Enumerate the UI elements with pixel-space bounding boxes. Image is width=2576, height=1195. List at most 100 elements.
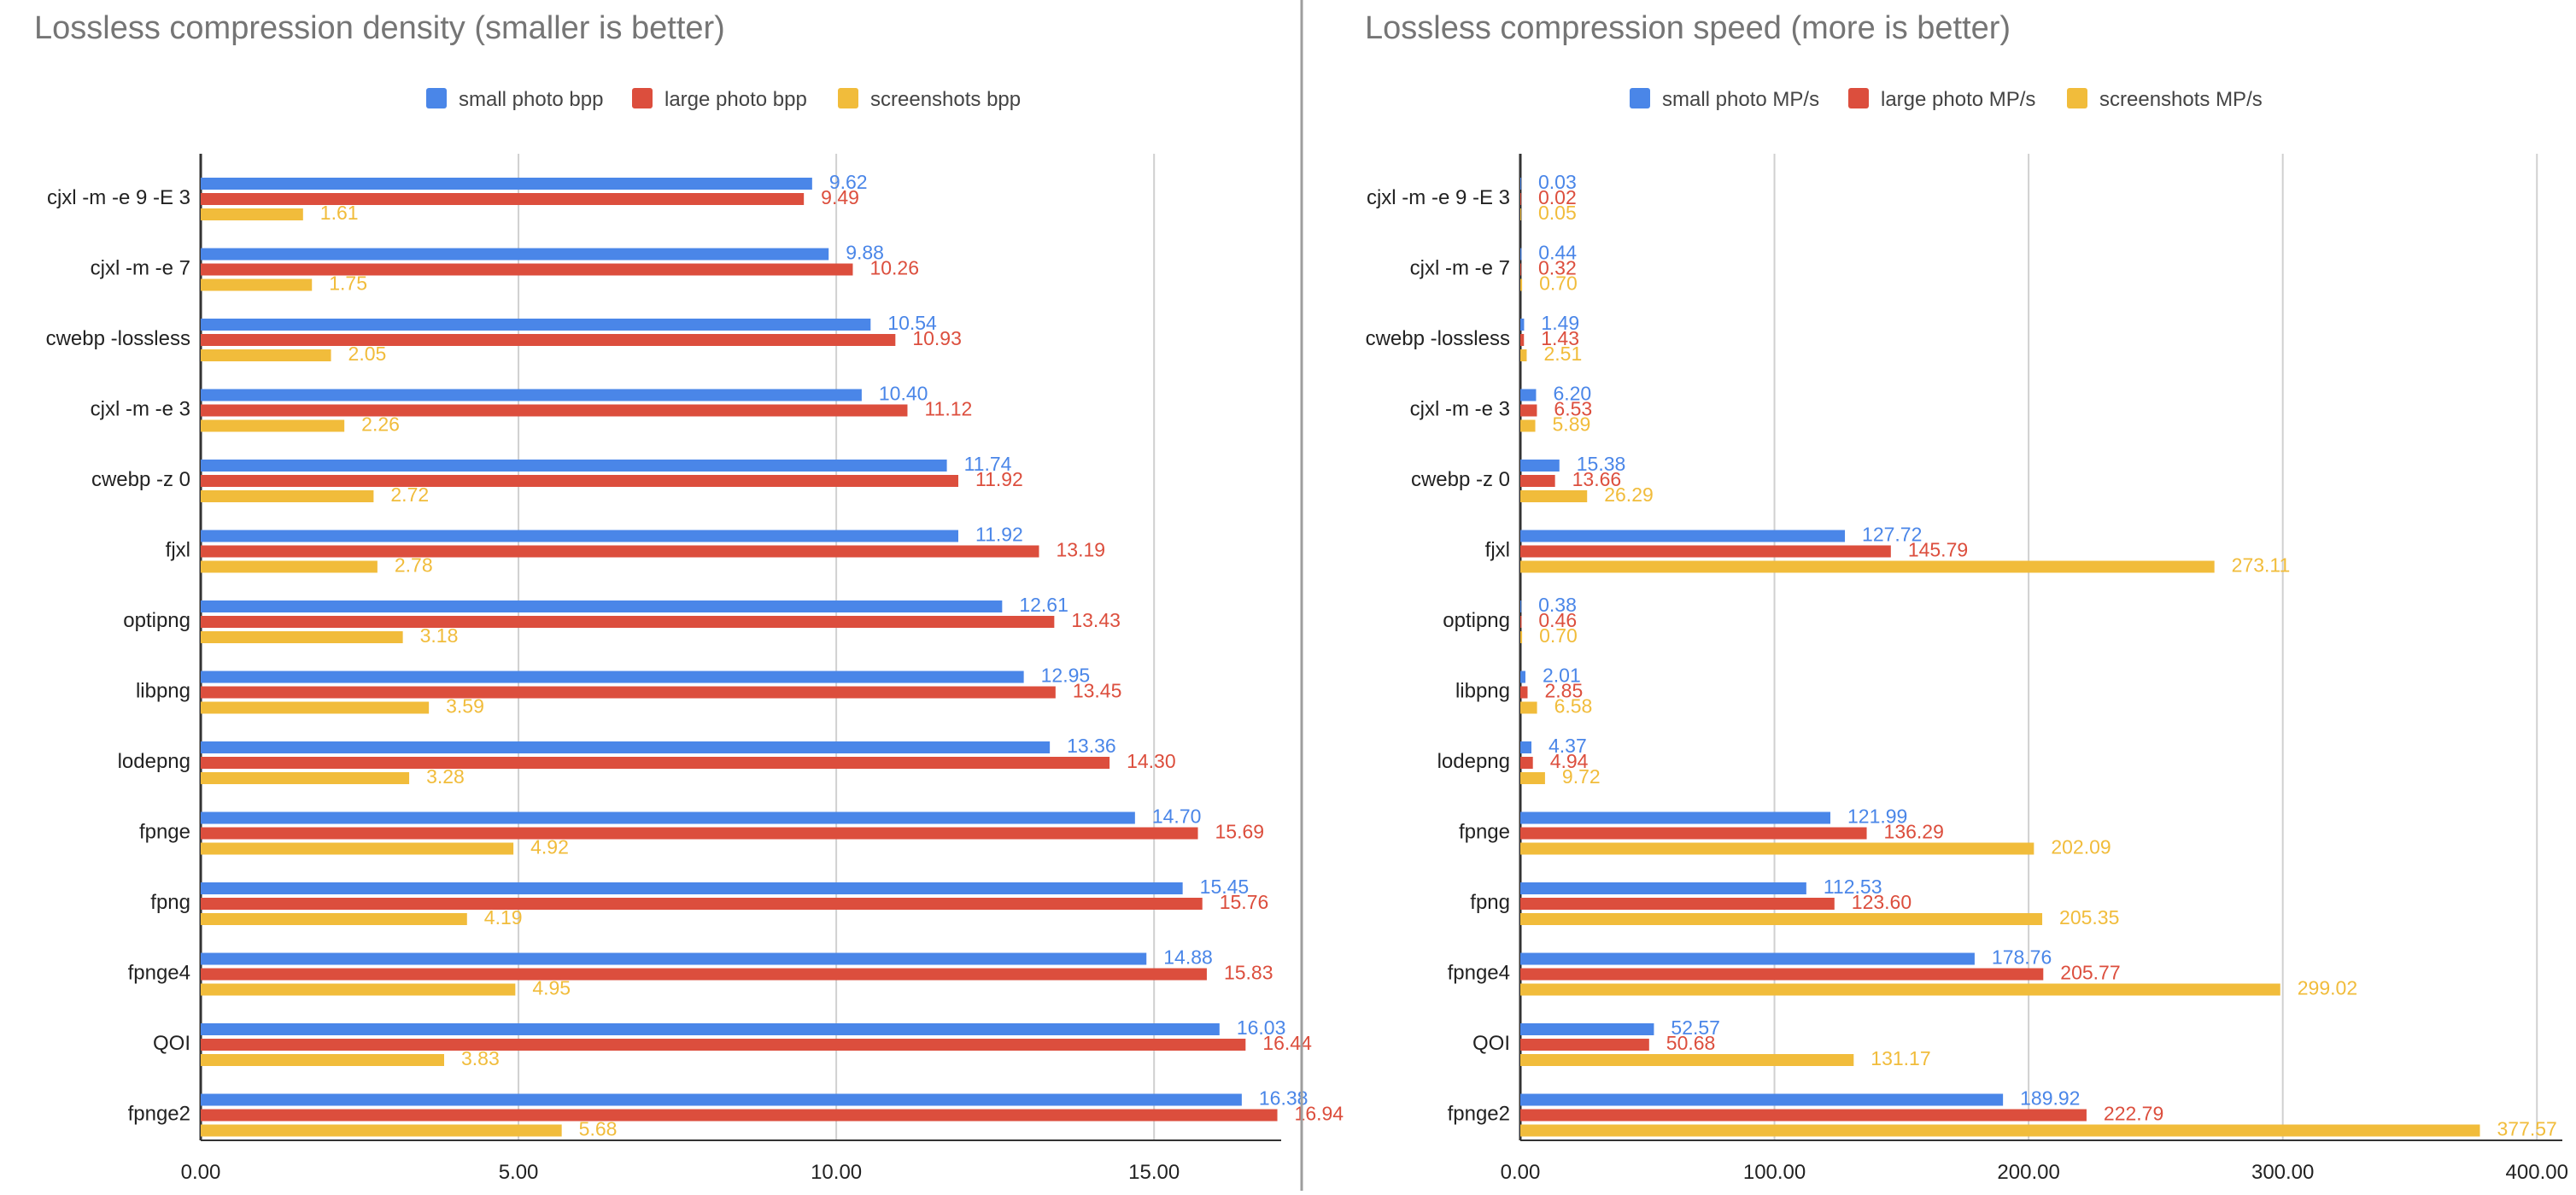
x-tick-label: 10.00 xyxy=(811,1161,862,1184)
data-label: 11.74 xyxy=(964,453,1012,475)
data-label: 2.72 xyxy=(390,483,429,506)
x-tick-label: 0.00 xyxy=(181,1161,221,1184)
bar xyxy=(1520,490,1588,502)
data-label: 6.58 xyxy=(1554,695,1593,718)
data-label: 15.76 xyxy=(1220,891,1269,913)
speed-chart: Lossless compression speed (more is bett… xyxy=(1365,10,2568,1184)
category-label: fpnge2 xyxy=(128,1103,190,1126)
bar xyxy=(201,1054,444,1066)
category-label: fpnge2 xyxy=(1448,1103,1510,1126)
bar xyxy=(1520,419,1536,432)
data-label: 16.03 xyxy=(1237,1016,1286,1039)
bar xyxy=(201,671,1024,683)
x-tick-label: 200.00 xyxy=(1997,1161,2059,1184)
bar xyxy=(1520,1093,2004,1106)
data-label: 26.29 xyxy=(1604,483,1654,506)
bar xyxy=(201,530,958,542)
data-label: 3.28 xyxy=(426,765,465,788)
data-label: 377.57 xyxy=(2497,1118,2557,1140)
data-label: 131.17 xyxy=(1871,1047,1930,1069)
bar xyxy=(1520,952,1975,965)
bar xyxy=(201,1039,1246,1051)
bar xyxy=(1520,616,1522,628)
legend-swatch xyxy=(426,88,447,108)
bar xyxy=(1520,1023,1654,1035)
data-label: 13.19 xyxy=(1056,539,1105,561)
bar xyxy=(201,952,1147,965)
bar xyxy=(201,1124,562,1137)
data-label: 273.11 xyxy=(2232,554,2291,577)
bar xyxy=(201,460,947,472)
category-label: fpnge4 xyxy=(1448,962,1510,985)
bar xyxy=(1520,530,1846,542)
bar xyxy=(201,1093,1242,1106)
bar xyxy=(1520,475,1555,487)
legend-label: screenshots MP/s xyxy=(2099,88,2263,111)
data-label: 2.26 xyxy=(361,413,400,436)
bar xyxy=(201,772,410,784)
data-label: 0.70 xyxy=(1539,272,1578,295)
bar xyxy=(201,1023,1220,1035)
data-label: 0.02 xyxy=(1538,186,1577,208)
data-label: 202.09 xyxy=(2051,836,2111,858)
data-label: 127.72 xyxy=(1862,524,1922,546)
category-labels: cjxl -m -e 9 -E 3 cjxl -m -e 7 cwebp -loss… xyxy=(46,186,190,1126)
bar xyxy=(201,600,1003,612)
bar xyxy=(1520,404,1537,417)
legend-label: small photo bpp xyxy=(459,88,603,111)
data-label: 4.92 xyxy=(530,836,569,858)
data-label: 121.99 xyxy=(1847,805,1907,828)
data-label: 9.62 xyxy=(829,171,868,193)
data-label: 5.68 xyxy=(579,1118,618,1140)
data-label: 4.37 xyxy=(1549,735,1587,757)
data-label: 136.29 xyxy=(1884,821,1944,843)
bar xyxy=(201,882,1183,894)
data-label: 2.51 xyxy=(1543,343,1582,365)
data-label: 6.53 xyxy=(1554,398,1592,420)
category-label: fpng xyxy=(1470,891,1510,914)
data-label: 3.18 xyxy=(420,624,459,647)
bar xyxy=(1520,1039,1649,1051)
legend-label: screenshots bpp xyxy=(870,88,1021,111)
category-label: optipng xyxy=(1443,609,1510,632)
bar xyxy=(201,193,805,205)
data-label: 52.57 xyxy=(1671,1016,1720,1039)
bar xyxy=(201,278,313,291)
data-label: 2.78 xyxy=(395,554,433,577)
bar xyxy=(201,842,514,855)
data-label: 205.35 xyxy=(2059,906,2119,928)
category-label: fpnge4 xyxy=(128,962,190,985)
bar xyxy=(201,741,1051,753)
category-label: cwebp -lossless xyxy=(1366,327,1510,350)
bar xyxy=(201,701,430,714)
data-label: 14.88 xyxy=(1163,946,1213,969)
data-label: 2.01 xyxy=(1543,665,1581,687)
category-label: fjxl xyxy=(1485,539,1510,562)
bar xyxy=(1520,983,2280,996)
category-label: cjxl -m -e 3 xyxy=(1410,398,1510,421)
data-label: 13.45 xyxy=(1073,680,1122,702)
data-label: 0.46 xyxy=(1538,609,1577,631)
legend-swatch xyxy=(838,88,858,108)
data-label: 4.19 xyxy=(484,906,523,928)
bar xyxy=(1520,208,1521,220)
bar xyxy=(201,349,331,361)
legend-label: small photo MP/s xyxy=(1662,88,1819,111)
data-label: 2.85 xyxy=(1544,680,1583,702)
bar xyxy=(1520,686,1528,699)
data-label: 178.76 xyxy=(1992,946,2052,969)
legend-swatch xyxy=(2067,88,2087,108)
data-label: 10.26 xyxy=(869,257,919,279)
data-label: 1.75 xyxy=(329,272,367,295)
data-label: 9.72 xyxy=(1562,765,1601,788)
data-label: 0.03 xyxy=(1538,171,1577,193)
legend-swatch xyxy=(632,88,653,108)
bar-series: 0.030.020.050.440.320.701.491.432.516.20… xyxy=(1520,171,2557,1140)
data-label: 2.05 xyxy=(348,343,387,365)
bar xyxy=(201,545,1039,558)
bar xyxy=(1520,334,1525,346)
data-label: 15.38 xyxy=(1577,453,1626,475)
bar xyxy=(201,898,1203,910)
data-label: 10.93 xyxy=(912,327,962,349)
bar xyxy=(1520,545,1891,558)
